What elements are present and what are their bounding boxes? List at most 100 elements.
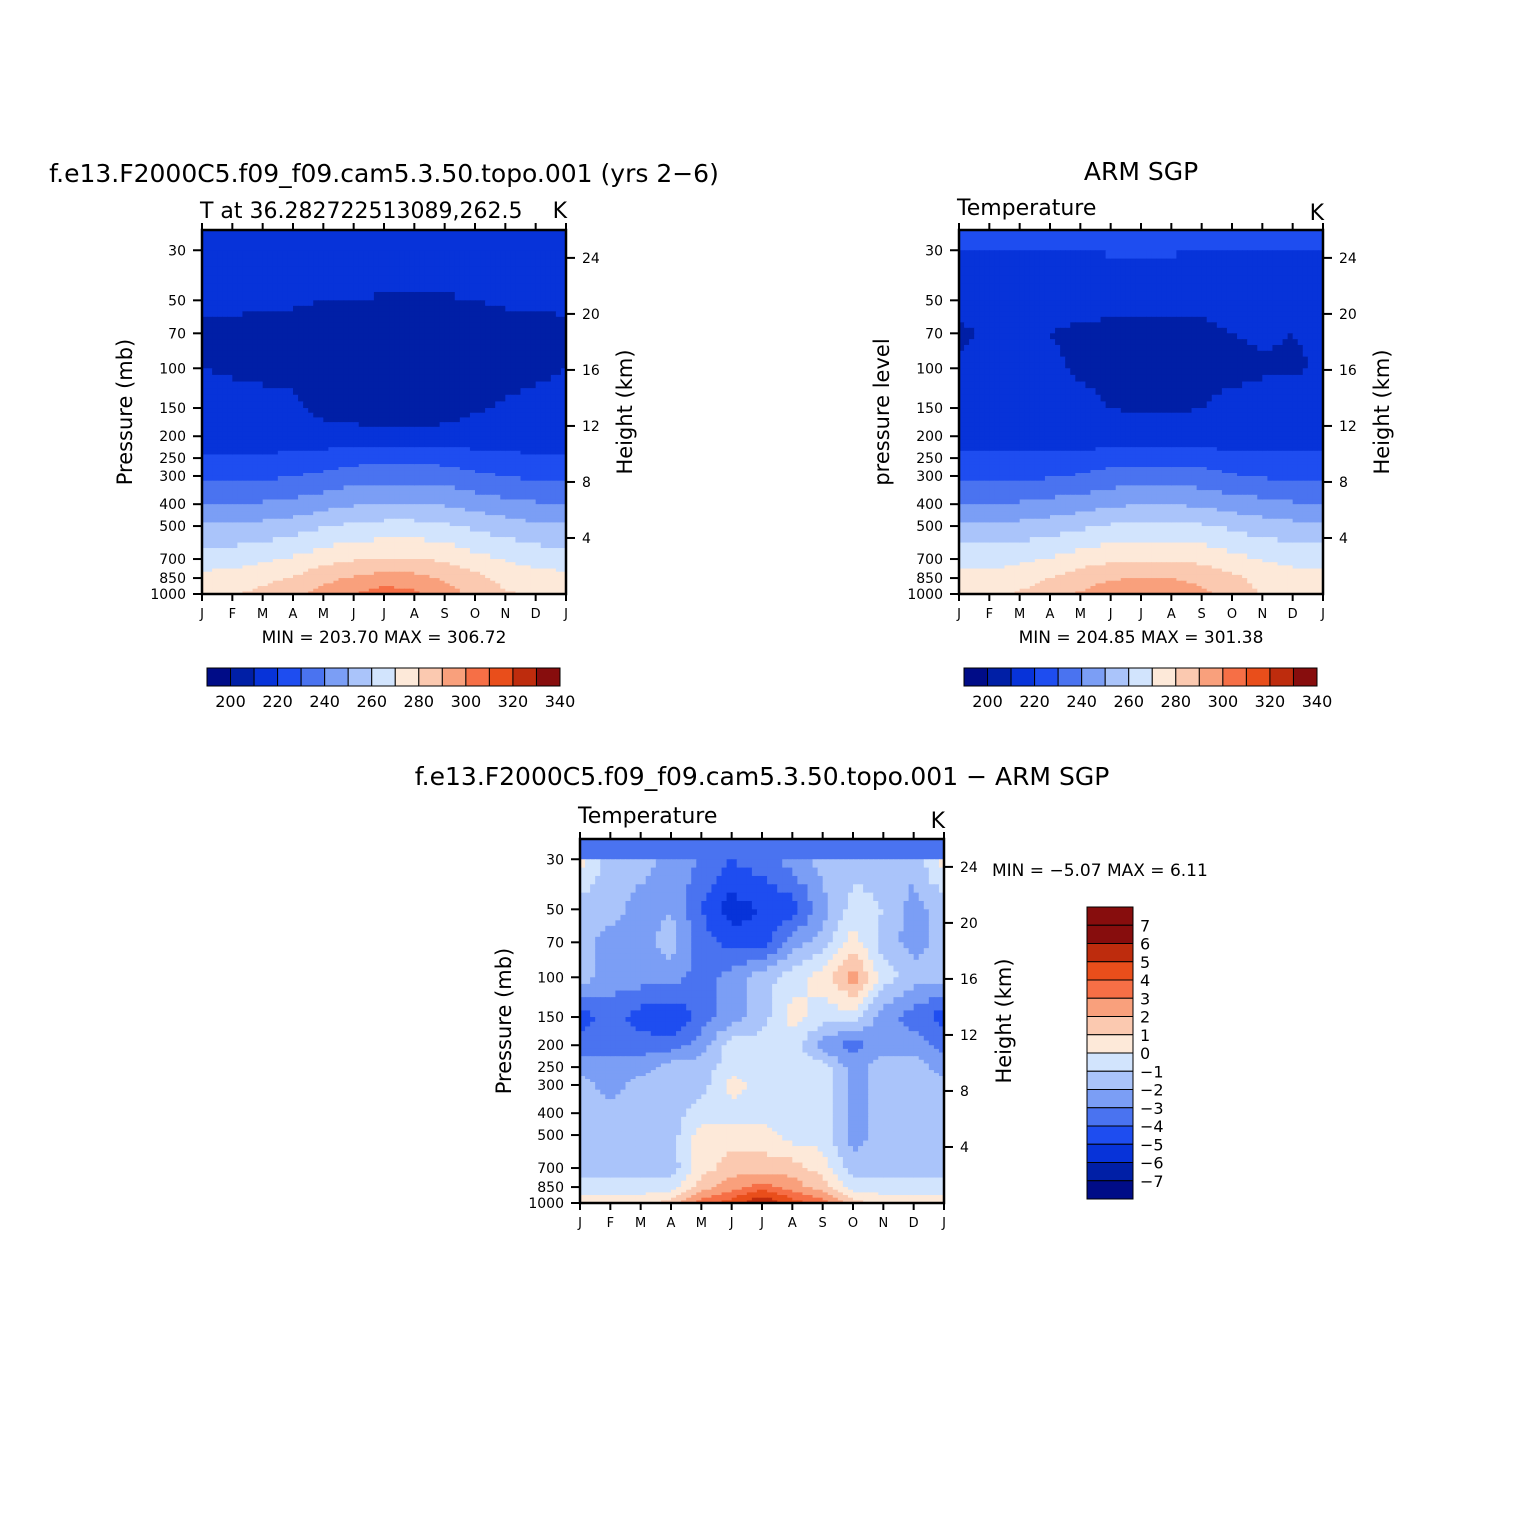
contour-cell xyxy=(227,368,233,376)
contour-cell xyxy=(414,381,420,389)
contour-cell xyxy=(287,368,294,376)
contour-cell xyxy=(363,417,370,423)
contour-cell xyxy=(464,300,471,307)
contour-cell xyxy=(252,266,259,276)
contour-cell xyxy=(444,454,451,459)
contour-cell xyxy=(353,291,360,301)
contour-cell xyxy=(378,316,385,323)
contour-cell xyxy=(535,494,542,501)
contour-cell xyxy=(419,374,426,383)
contour-cell xyxy=(333,422,340,428)
contour-cell xyxy=(414,494,420,501)
contour-cell xyxy=(222,470,228,474)
contour-cell xyxy=(277,322,284,329)
contour-cell xyxy=(257,526,264,533)
contour-cell xyxy=(454,531,461,538)
contour-cell xyxy=(560,537,567,544)
contour-cell xyxy=(287,464,294,468)
contour-cell xyxy=(495,436,501,441)
contour-cell xyxy=(550,450,557,456)
contour-cell xyxy=(419,250,426,260)
contour-cell xyxy=(550,339,557,346)
contour-cell xyxy=(475,461,481,465)
contour-cell xyxy=(424,344,431,352)
contour-cell xyxy=(550,275,557,285)
contour-cell xyxy=(525,537,532,544)
contour-cell xyxy=(247,470,254,474)
contour-cell xyxy=(510,499,517,505)
contour-cell xyxy=(555,322,562,329)
contour-cell xyxy=(525,344,532,352)
contour-cell xyxy=(490,518,496,524)
contour-cell xyxy=(308,339,314,346)
contour-cell xyxy=(242,362,249,369)
contour-cell xyxy=(343,588,350,592)
contour-cell xyxy=(495,568,501,573)
contour-cell xyxy=(242,515,249,520)
contour-cell xyxy=(404,507,410,513)
contour-cell xyxy=(480,439,486,445)
contour-cell xyxy=(454,350,461,358)
contour-cell xyxy=(237,464,244,468)
contour-cell xyxy=(429,531,436,538)
contour-cell xyxy=(419,283,426,293)
contour-cell xyxy=(525,473,532,477)
contour-cell xyxy=(313,526,319,533)
contour-cell xyxy=(384,522,390,527)
contour-cell xyxy=(353,394,360,402)
contour-cell xyxy=(535,374,542,383)
contour-cell xyxy=(444,480,451,486)
contour-cell xyxy=(444,443,451,448)
contour-cell xyxy=(282,300,289,307)
contour-cell xyxy=(500,568,506,573)
contour-cell xyxy=(480,283,486,293)
contour-cell xyxy=(510,368,517,376)
contour-cell xyxy=(439,327,446,334)
contour-cell xyxy=(272,480,279,486)
contour-cell xyxy=(560,339,567,346)
contour-cell xyxy=(242,586,249,590)
contour-cell xyxy=(520,553,527,560)
contour-cell xyxy=(444,504,451,509)
contour-cell xyxy=(545,305,552,312)
contour-cell xyxy=(500,511,506,516)
contour-cell xyxy=(363,422,370,428)
contour-cell xyxy=(252,283,259,293)
contour-cell xyxy=(272,461,279,465)
contour-cell xyxy=(282,283,289,293)
contour-cell xyxy=(475,464,481,468)
contour-cell xyxy=(348,542,355,549)
contour-cell xyxy=(232,522,238,527)
contour-cell xyxy=(535,485,542,491)
contour-cell xyxy=(510,454,517,459)
contour-cell xyxy=(232,275,238,285)
contour-cell xyxy=(378,480,385,486)
contour-cell xyxy=(308,586,314,590)
contour-cell xyxy=(429,322,436,329)
contour-cell xyxy=(242,458,249,462)
contour-cell xyxy=(293,461,299,465)
contour-cell xyxy=(384,305,390,312)
contour-cell xyxy=(520,388,527,396)
contour-cell xyxy=(358,394,365,402)
contour-cell xyxy=(358,250,365,260)
contour-cell xyxy=(257,518,264,524)
contour-cell xyxy=(338,580,345,584)
contour-cell xyxy=(227,461,233,465)
contour-cell xyxy=(277,250,284,260)
contour-cell xyxy=(363,571,370,576)
contour-cell xyxy=(252,339,259,346)
contour-cell xyxy=(409,518,415,524)
contour-cell xyxy=(525,494,532,501)
contour-cell xyxy=(439,504,446,509)
contour-cell xyxy=(293,450,299,456)
contour-cell xyxy=(282,548,289,555)
contour-cell xyxy=(530,283,537,293)
contour-cell xyxy=(207,504,213,509)
contour-cell xyxy=(308,266,314,276)
contour-cell xyxy=(348,327,355,334)
contour-cell xyxy=(454,470,461,474)
contour-cell xyxy=(237,408,244,414)
contour-cell xyxy=(469,542,476,549)
contour-cell xyxy=(272,250,279,260)
